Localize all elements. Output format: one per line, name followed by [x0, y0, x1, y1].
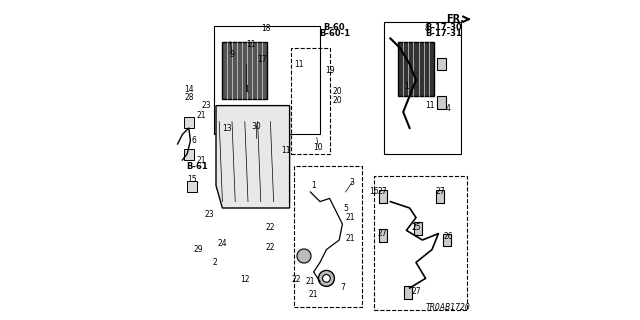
Text: 21: 21	[197, 156, 206, 164]
Text: 9: 9	[230, 50, 234, 59]
Text: 27: 27	[411, 287, 421, 296]
Bar	[223, 42, 268, 99]
Bar	[404, 286, 412, 299]
Text: B-17-30: B-17-30	[425, 23, 461, 32]
Bar	[437, 58, 447, 70]
Text: B-17-31: B-17-31	[425, 29, 461, 38]
Bar	[184, 149, 193, 160]
Text: 17: 17	[257, 55, 268, 64]
Text: 3: 3	[349, 178, 355, 187]
Text: 30: 30	[251, 122, 261, 131]
Polygon shape	[216, 106, 290, 208]
Bar	[294, 166, 362, 307]
Text: 21: 21	[306, 277, 315, 286]
Text: 23: 23	[202, 101, 211, 110]
Text: 1: 1	[311, 181, 316, 190]
Text: 1: 1	[244, 85, 249, 94]
Text: 26: 26	[443, 232, 453, 241]
Text: 1: 1	[404, 82, 409, 91]
Text: 23: 23	[205, 210, 214, 219]
Text: 14: 14	[184, 85, 194, 94]
Text: B-61: B-61	[186, 162, 207, 171]
Text: 19: 19	[324, 66, 335, 75]
Bar	[443, 234, 451, 246]
Text: 21: 21	[197, 111, 206, 120]
Text: B-60-1: B-60-1	[319, 29, 350, 38]
Text: 27: 27	[378, 188, 387, 196]
Text: 21: 21	[346, 213, 355, 222]
Text: 20: 20	[333, 87, 342, 96]
Text: 5: 5	[343, 204, 348, 212]
Text: 11: 11	[294, 60, 304, 68]
Text: 27: 27	[435, 188, 445, 196]
Bar	[437, 96, 447, 109]
Text: B-60: B-60	[324, 23, 345, 32]
Text: 22: 22	[266, 223, 275, 232]
Bar	[436, 190, 444, 203]
Circle shape	[319, 270, 334, 286]
Text: 29: 29	[193, 245, 204, 254]
Text: 11: 11	[282, 146, 291, 155]
Text: 20: 20	[333, 96, 342, 105]
Circle shape	[297, 249, 311, 263]
Text: 22: 22	[291, 276, 301, 284]
Text: 8: 8	[425, 24, 429, 33]
Text: 4: 4	[445, 104, 451, 113]
Text: 12: 12	[240, 276, 250, 284]
Text: 25: 25	[411, 223, 421, 232]
Bar	[398, 42, 434, 96]
Bar	[187, 181, 197, 192]
Text: 22: 22	[266, 244, 275, 252]
Text: FR.: FR.	[446, 14, 464, 24]
Bar	[184, 117, 193, 128]
Text: 28: 28	[184, 93, 193, 102]
Bar	[414, 222, 422, 235]
Text: 11: 11	[246, 40, 256, 49]
Text: 21: 21	[346, 234, 355, 243]
Text: 15: 15	[187, 175, 197, 184]
Bar	[384, 22, 461, 154]
Bar	[378, 229, 387, 242]
Text: 6: 6	[191, 136, 196, 145]
Bar	[214, 26, 320, 134]
Text: 27: 27	[378, 229, 387, 238]
Bar	[374, 176, 467, 310]
Bar	[291, 48, 330, 154]
Text: 11: 11	[426, 101, 435, 110]
Text: 7: 7	[340, 284, 345, 292]
Text: 21: 21	[309, 290, 318, 299]
Text: 18: 18	[261, 24, 270, 33]
Text: 16: 16	[369, 188, 380, 196]
Text: TR0AB1720: TR0AB1720	[426, 303, 470, 312]
Text: 13: 13	[222, 124, 232, 132]
Text: 24: 24	[218, 239, 227, 248]
Circle shape	[323, 275, 330, 282]
Text: 2: 2	[212, 258, 217, 267]
Bar	[378, 190, 387, 203]
Text: 10: 10	[314, 143, 323, 152]
